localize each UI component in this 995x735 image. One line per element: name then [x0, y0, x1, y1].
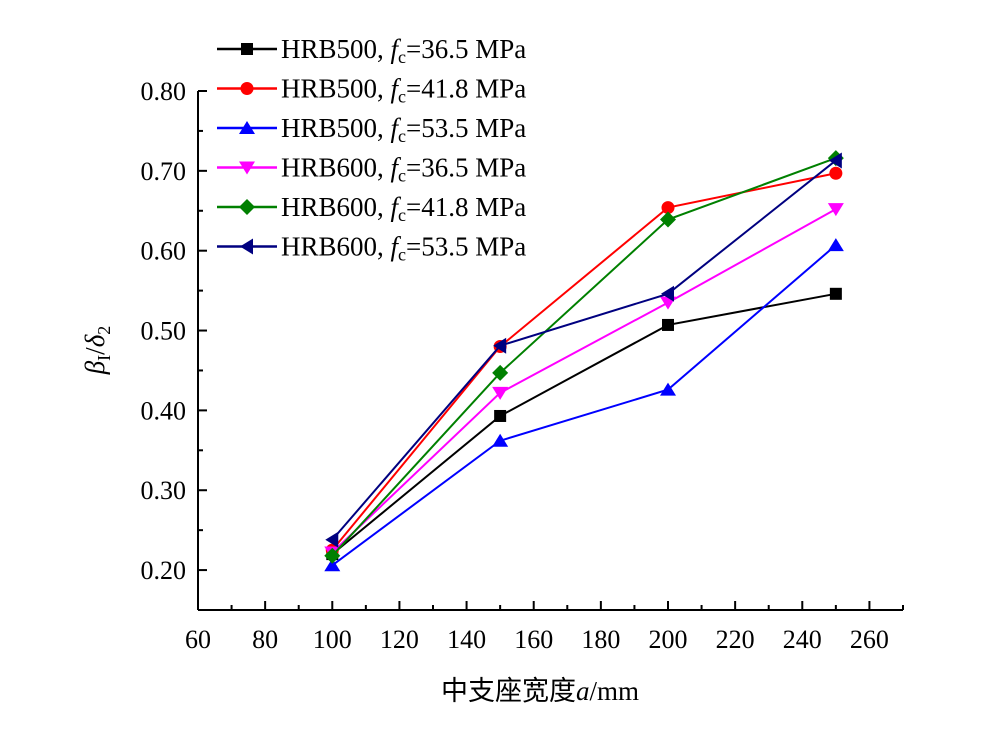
y-tick-label: 0.80 — [141, 77, 187, 106]
legend-item: HRB600, fc=36.5 MPa — [217, 153, 526, 186]
y-tick-label: 0.60 — [141, 237, 187, 266]
y-tick-label: 0.40 — [141, 396, 187, 425]
triangle-up-marker — [827, 238, 844, 252]
legend: HRB500, fc=36.5 MPa HRB500, fc=41.8 MPa HR… — [217, 34, 526, 265]
x-tick-label: 240 — [783, 625, 822, 654]
triangle-left-marker — [661, 285, 674, 302]
series-group — [324, 150, 844, 572]
x-tick-label: 180 — [581, 625, 620, 654]
axes: 60 80 100 120 140 160 180 200 220 240 260 0.20 0.30 0… — [141, 77, 904, 654]
square-marker — [829, 287, 842, 300]
diamond-marker — [239, 199, 255, 215]
x-tick-label: 100 — [313, 625, 352, 654]
circle-marker — [829, 166, 843, 180]
series-line — [331, 157, 837, 557]
series-line — [331, 159, 837, 541]
series-circle — [325, 166, 843, 557]
x-tick-label: 160 — [514, 625, 553, 654]
x-tick-label: 260 — [850, 625, 889, 654]
y-tick-label: 0.20 — [141, 556, 187, 585]
triangle-down-marker — [492, 386, 509, 400]
series-triangle-up — [324, 238, 844, 572]
y-tick-label: 0.50 — [141, 317, 187, 346]
x-tick-label: 80 — [252, 625, 278, 654]
legend-item: HRB600, fc=41.8 MPa — [217, 192, 526, 225]
legend-label: HRB600, fc=36.5 MPa — [281, 153, 526, 186]
circle-marker — [661, 201, 675, 215]
y-axis-label: βI/δ2 — [80, 326, 114, 376]
legend-label: HRB500, fc=53.5 MPa — [281, 113, 526, 146]
x-tick-label: 220 — [716, 625, 755, 654]
x-tick-label: 140 — [447, 625, 486, 654]
triangle-left-marker — [325, 531, 339, 548]
square-marker — [662, 318, 674, 331]
legend-label: HRB600, fc=53.5 MPa — [281, 232, 526, 265]
legend-label: HRB500, fc=36.5 MPa — [281, 34, 526, 67]
triangle-down-marker — [827, 203, 844, 217]
triangle-up-marker — [660, 382, 676, 396]
x-axis-label: 中支座宽度a/mm — [441, 676, 639, 706]
series-line — [331, 172, 837, 551]
y-tick-label: 0.70 — [141, 157, 187, 186]
legend-item: HRB500, fc=53.5 MPa — [217, 113, 526, 146]
legend-label: HRB600, fc=41.8 MPa — [281, 192, 526, 225]
series-line — [331, 208, 837, 554]
triangle-up-marker — [239, 121, 255, 134]
series-square — [326, 287, 842, 561]
circle-marker — [240, 82, 254, 95]
legend-item: HRB600, fc=53.5 MPa — [217, 232, 526, 265]
legend-item: HRB500, fc=36.5 MPa — [217, 34, 526, 67]
square-marker — [494, 409, 507, 422]
triangle-up-marker — [324, 558, 341, 572]
square-marker — [241, 43, 253, 55]
x-tick-label: 60 — [185, 625, 211, 654]
legend-label: HRB500, fc=41.8 MPa — [281, 74, 526, 107]
series-line — [331, 244, 837, 567]
x-tick-label: 120 — [380, 625, 419, 654]
series-line — [331, 292, 837, 555]
diamond-marker — [492, 364, 509, 381]
triangle-left-marker — [828, 152, 842, 169]
legend-item: HRB500, fc=41.8 MPa — [217, 74, 526, 107]
x-tick-label: 200 — [649, 625, 688, 654]
triangle-left-marker — [493, 337, 507, 354]
triangle-down-marker — [239, 161, 255, 175]
diamond-marker — [324, 547, 341, 564]
triangle-up-marker — [492, 433, 509, 447]
y-tick-label: 0.30 — [141, 476, 187, 505]
triangle-left-marker — [240, 238, 253, 255]
series-triangle-left — [325, 152, 842, 548]
diamond-marker — [660, 211, 676, 228]
